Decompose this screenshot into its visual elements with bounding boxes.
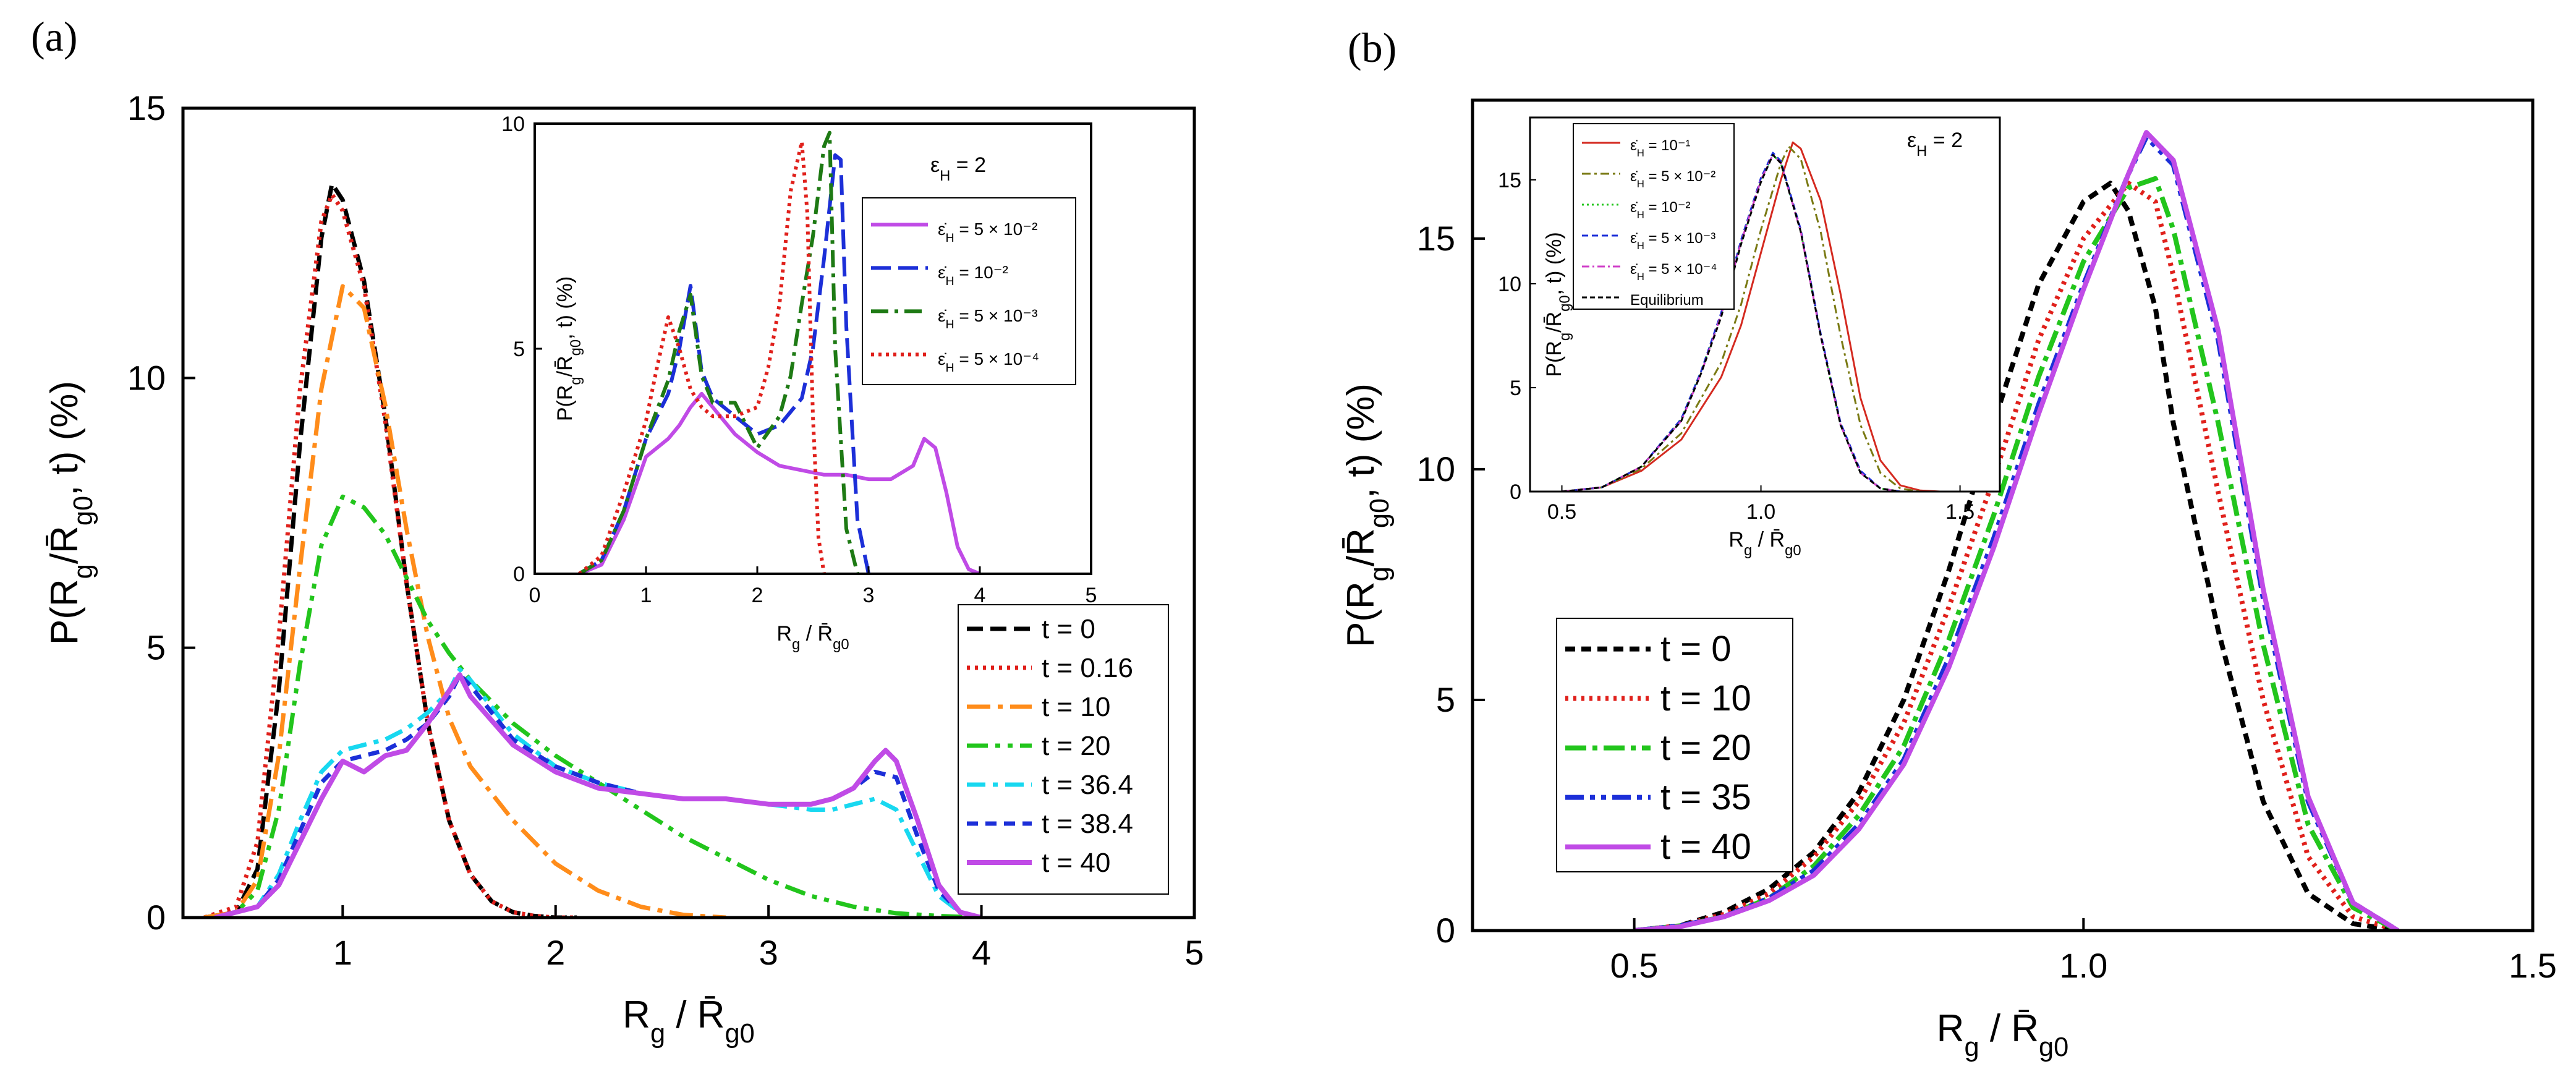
a-inset-x-axis-title: Rg / R̄g0: [776, 622, 849, 653]
a-main-x-tick-label: 2: [546, 933, 565, 972]
a-main-x-tick-label: 4: [972, 933, 991, 972]
a-inset-legend: ε̇H = 5 × 10⁻² ε̇H = 10⁻² ε̇H = 5 × 10⁻³ ε̇…: [862, 197, 1076, 385]
a-main-series-line: [203, 192, 577, 918]
b-inset-legend-label: ε̇H = 5 × 10⁻²: [1630, 168, 1715, 190]
a-inset-y-axis-title: P(Rg/R̄g0, t) (%): [553, 276, 584, 421]
b-inset-x-tick-label: 1.5: [1945, 500, 1975, 524]
b-main-x-tick-label: 0.5: [1610, 946, 1659, 985]
a-main-x-tick-label: 5: [1184, 933, 1204, 972]
a-main-legend-label: t = 36.4: [1042, 770, 1133, 800]
a-inset-x-tick-label: 5: [1086, 584, 1097, 607]
b-inset-series-line: [1562, 154, 1901, 492]
a-inset-legend-box: [862, 197, 1076, 385]
a-inset-x-tick-label: 1: [640, 584, 652, 607]
a-main-series-line: [214, 672, 982, 918]
a-inset-y-tick-label: 0: [513, 563, 525, 586]
b-inset-legend-label: Equilibrium: [1630, 292, 1704, 309]
panel-b-label: (b): [1348, 24, 1396, 71]
a-inset-y-tick-label: 10: [501, 113, 525, 136]
a-main-x-axis-title: Rg / R̄g0: [623, 994, 755, 1049]
a-main-series-line: [214, 494, 982, 918]
a-inset-chart: 0 1 2 3 4 5 0 5 10 Rg / R̄g0 P(Rg/R̄g0, t) (%) εH =…: [501, 113, 1097, 653]
a-main-legend-label: t = 38.4: [1042, 809, 1133, 839]
b-main-series-line: [1634, 176, 2399, 931]
b-inset-y-tick-label: 5: [1510, 377, 1521, 400]
b-inset-annotation: εH = 2: [1907, 129, 1963, 160]
b-main-x-tick-label: 1.0: [2059, 946, 2107, 985]
b-main-legend-label: t = 20: [1660, 728, 1751, 768]
b-inset-frame: [1529, 116, 2001, 493]
a-main-legend-label: t = 0: [1042, 614, 1095, 644]
a-main-y-tick-label: 10: [127, 358, 166, 397]
a-inset-legend-label: ε̇H = 5 × 10⁻⁴: [938, 349, 1039, 375]
a-main-series-line: [203, 181, 577, 918]
b-main-chart: 0.5 1.0 1.5 0 5 10 15 Rg / R̄g0 P(Rg/R̄g0, t) (%…: [1340, 98, 2557, 1062]
b-inset-series-line: [1562, 141, 1941, 492]
b-inset-legend-label: ε̇H = 5 × 10⁻³: [1630, 230, 1715, 252]
a-main-legend-label: t = 10: [1042, 692, 1110, 722]
a-inset-x-tick-label: 4: [974, 584, 986, 607]
b-inset-legend-label: ε̇H = 5 × 10⁻⁴: [1630, 261, 1717, 283]
b-main-legend-label: t = 10: [1660, 678, 1751, 718]
b-main-x-tick-label: 1.5: [2509, 946, 2557, 985]
a-main-legend-label: t = 20: [1042, 731, 1110, 761]
a-inset-series-line: [578, 130, 859, 574]
a-main-y-tick-label: 0: [147, 898, 166, 937]
a-inset-series-line: [578, 153, 870, 574]
b-main-legend-box: [1556, 618, 1793, 872]
a-main-legend-label: t = 40: [1042, 848, 1110, 878]
b-inset-y-tick-label: 0: [1510, 480, 1521, 504]
a-inset-legend-label: ε̇H = 5 × 10⁻²: [938, 219, 1037, 245]
a-inset-series-line: [578, 140, 826, 574]
a-inset-legend-label: ε̇H = 10⁻²: [938, 263, 1008, 288]
a-inset-x-tick-label: 0: [529, 584, 541, 607]
b-main-legend: t = 0 t = 10 t = 20 t = 35 t = 40: [1556, 618, 1793, 872]
a-main-legend-box: [958, 604, 1169, 895]
b-main-y-tick-label: 5: [1436, 680, 1455, 719]
a-main-series-line: [214, 672, 982, 918]
b-inset-series-line: [1562, 145, 1921, 492]
b-main-y-tick-label: 0: [1436, 911, 1455, 950]
b-inset-y-tick-label: 10: [1498, 273, 1521, 296]
b-main-legend-label: t = 35: [1660, 777, 1751, 817]
b-inset-chart: 0.5 1.0 1.5 0 5 10 15 Rg / R̄g0 P(Rg/R̄g0, t) (%…: [1498, 116, 2001, 559]
b-main-y-tick-label: 10: [1417, 450, 1455, 488]
b-main-frame: [1471, 98, 2535, 932]
a-main-legend: t = 0 t = 0.16 t = 10 t = 20 t = 36.4 t = 38.…: [958, 604, 1169, 895]
b-inset-x-tick-label: 0.5: [1547, 500, 1576, 524]
a-inset-y-tick-label: 5: [513, 338, 525, 361]
b-main-series-line: [1634, 181, 2399, 931]
a-main-series-line: [203, 284, 726, 918]
b-main-y-tick-label: 15: [1417, 219, 1455, 258]
b-main-legend-label: t = 40: [1660, 827, 1751, 867]
b-inset-legend-box: [1573, 123, 1735, 310]
b-inset-legend: ε̇H = 10⁻¹ ε̇H = 5 × 10⁻² ε̇H = 10⁻² ε̇H = …: [1573, 123, 1735, 310]
b-inset-y-tick-label: 15: [1498, 169, 1521, 192]
b-main-y-axis-title: P(Rg/R̄g0, t) (%): [1340, 383, 1395, 647]
b-main-legend-label: t = 0: [1660, 629, 1731, 669]
a-main-x-tick-label: 1: [333, 933, 352, 972]
a-main-legend-label: t = 0.16: [1042, 653, 1133, 683]
a-inset-series-line: [578, 391, 981, 574]
a-inset-x-tick-label: 2: [752, 584, 763, 607]
a-inset-x-tick-label: 3: [863, 584, 875, 607]
a-main-y-tick-label: 15: [127, 88, 166, 127]
panel-a-label: (a): [31, 13, 77, 60]
b-inset-x-tick-label: 1.0: [1746, 500, 1775, 524]
a-inset-annotation: εH = 2: [930, 153, 986, 184]
b-inset-y-axis-title: P(Rg/R̄g0, t) (%): [1542, 232, 1573, 377]
a-main-frame: [181, 106, 1196, 919]
a-main-y-tick-label: 5: [147, 628, 166, 667]
b-inset-legend-label: ε̇H = 10⁻²: [1630, 199, 1691, 221]
b-main-x-axis-title: Rg / R̄g0: [1937, 1007, 2069, 1062]
a-inset-legend-label: ε̇H = 5 × 10⁻³: [938, 306, 1037, 331]
b-inset-legend-label: ε̇H = 10⁻¹: [1630, 137, 1691, 159]
b-main-series-line: [1634, 130, 2400, 931]
b-inset-x-axis-title: Rg / R̄g0: [1728, 528, 1801, 559]
a-main-y-axis-title: P(Rg/R̄g0, t) (%): [43, 381, 98, 645]
a-main-x-tick-label: 3: [759, 933, 778, 972]
